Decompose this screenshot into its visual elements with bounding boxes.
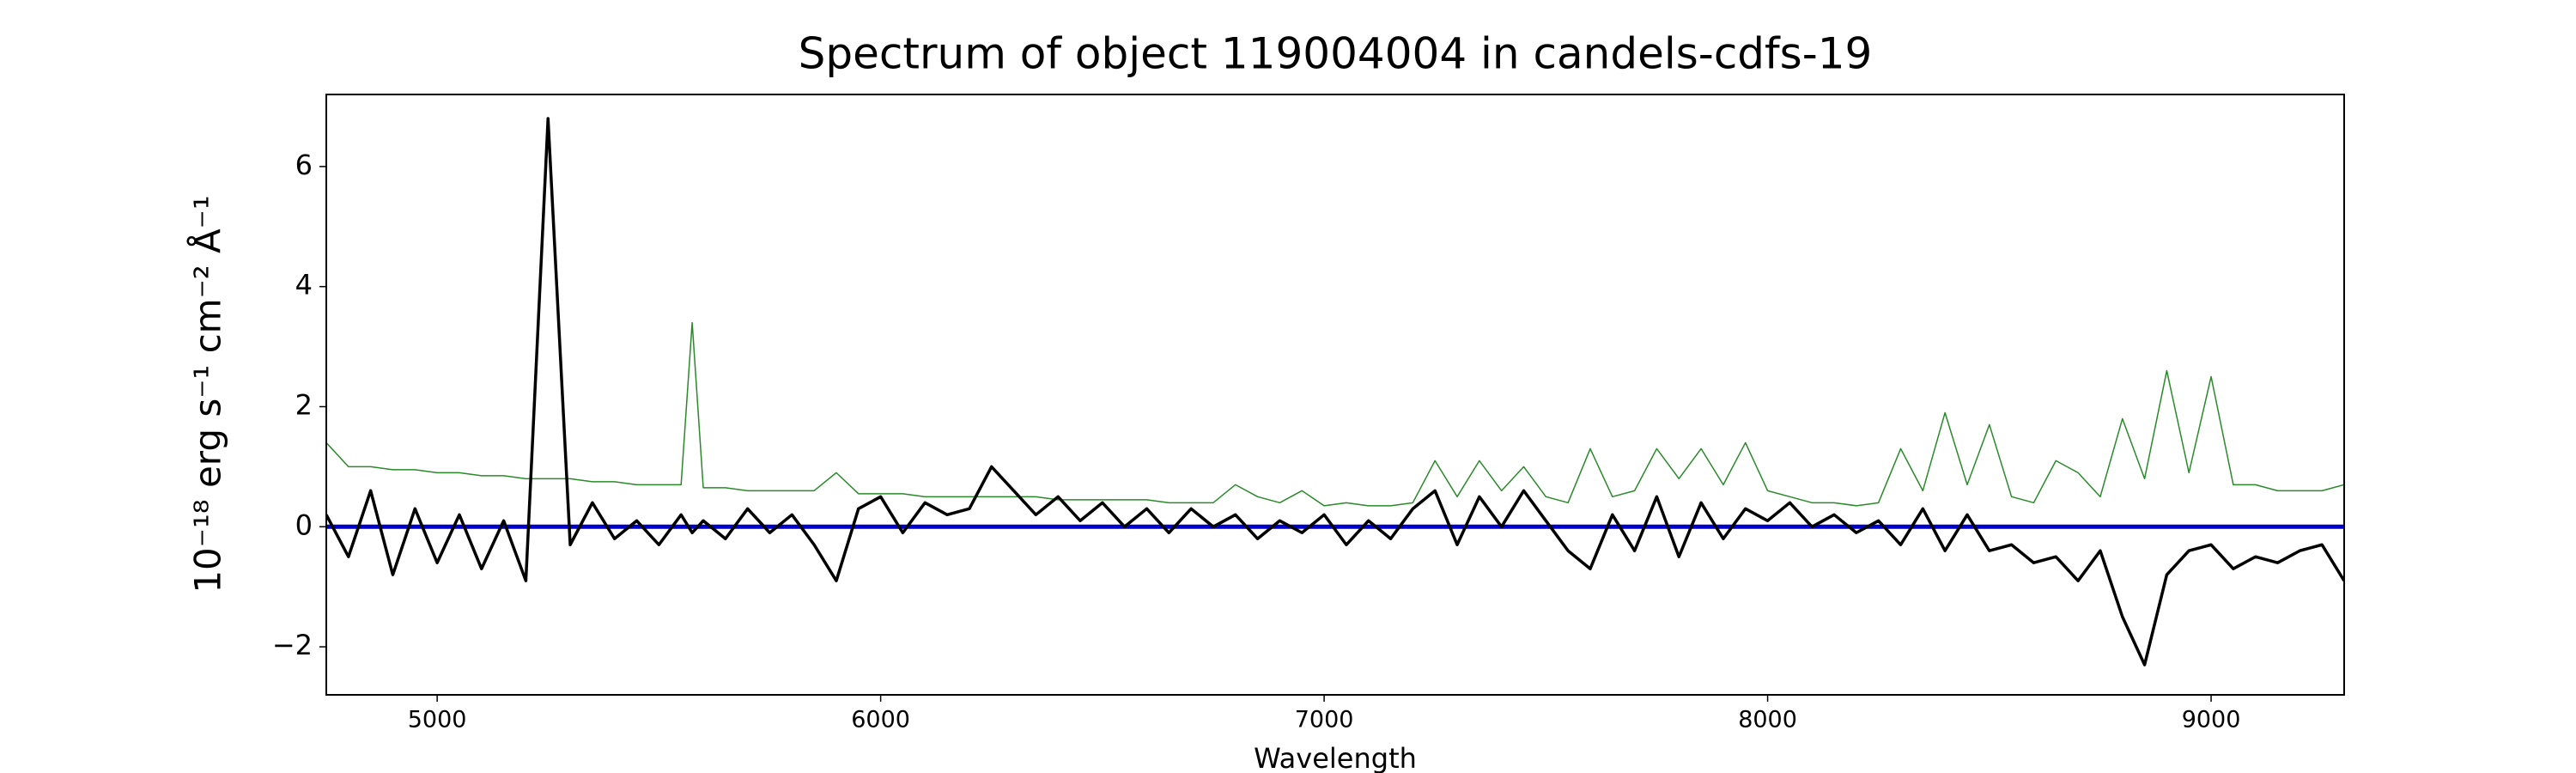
y-tick-label: 4	[295, 269, 313, 301]
y-tick-label: 0	[295, 508, 313, 541]
y-tick-label: 2	[295, 388, 313, 421]
plot-frame	[325, 94, 2345, 696]
y-axis-label: 10⁻¹⁸ erg s⁻¹ cm⁻² Å⁻¹	[186, 195, 229, 593]
x-tick-label: 6000	[851, 707, 910, 733]
y-tick-label: 6	[295, 149, 313, 181]
plot-area	[326, 117, 2344, 666]
x-tick-label: 5000	[408, 707, 467, 733]
x-tick-label: 8000	[1738, 707, 1797, 733]
x-axis-label: Wavelength	[1254, 742, 1417, 773]
y-tick-label: −2	[272, 629, 313, 661]
chart-title: Spectrum of object 119004004 in candels-…	[799, 29, 1873, 79]
x-tick-label: 7000	[1295, 707, 1354, 733]
spectrum-line	[326, 117, 2344, 666]
spectrum-line	[326, 321, 2344, 507]
x-tick-label: 9000	[2182, 707, 2241, 733]
